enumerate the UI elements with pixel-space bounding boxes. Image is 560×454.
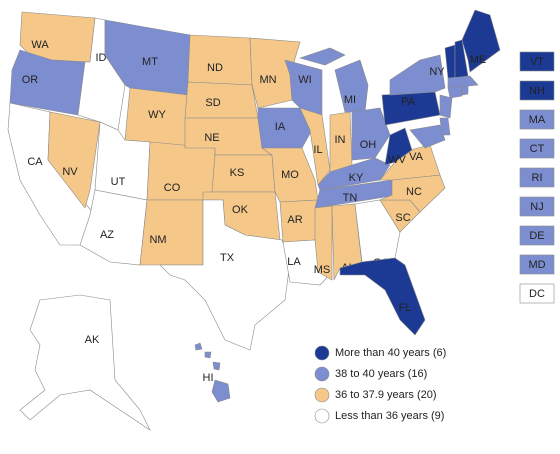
state bbox=[299, 107, 331, 186]
state bbox=[384, 127, 413, 166]
legend-swatch bbox=[314, 387, 330, 403]
state bbox=[379, 174, 446, 213]
state-label: NM bbox=[149, 234, 166, 246]
state bbox=[447, 85, 463, 99]
state-label: MS bbox=[314, 264, 331, 276]
state-box bbox=[519, 167, 555, 188]
state-box bbox=[519, 254, 555, 275]
state bbox=[461, 85, 469, 96]
state-box bbox=[519, 51, 555, 72]
state-label: WI bbox=[298, 74, 311, 86]
state bbox=[409, 124, 446, 149]
state-label: NJ bbox=[530, 201, 543, 213]
state-label: NV bbox=[62, 166, 78, 178]
legend-swatch bbox=[314, 366, 330, 382]
state bbox=[354, 199, 401, 263]
state-label: NY bbox=[429, 66, 445, 78]
legend-label: More than 40 years (6) bbox=[335, 347, 446, 359]
state bbox=[184, 81, 259, 119]
state-label: OH bbox=[360, 139, 377, 151]
state-label: CO bbox=[164, 182, 181, 194]
state-label: NE bbox=[204, 132, 219, 144]
state-label: WY bbox=[148, 109, 166, 121]
state bbox=[339, 257, 426, 336]
legend-label: 36 to 37.9 years (20) bbox=[335, 389, 437, 401]
state-label: NH bbox=[529, 85, 545, 97]
state-label: OR bbox=[22, 74, 39, 86]
state bbox=[389, 54, 446, 96]
state-label: MN bbox=[259, 74, 276, 86]
state bbox=[47, 111, 101, 209]
state-label: IA bbox=[275, 121, 286, 133]
state bbox=[461, 9, 501, 73]
state-label: ID bbox=[96, 52, 107, 64]
state-box bbox=[519, 196, 555, 217]
state-label: CA bbox=[27, 156, 43, 168]
state bbox=[146, 141, 216, 201]
state-label: MT bbox=[142, 56, 158, 68]
state-label: KY bbox=[349, 172, 364, 184]
state-label: TN bbox=[343, 192, 358, 204]
state-label: MA bbox=[529, 114, 546, 126]
state-box bbox=[519, 283, 555, 304]
legend-label: Less than 36 years (9) bbox=[335, 410, 444, 422]
state-label: CT bbox=[530, 143, 545, 155]
state bbox=[159, 199, 291, 351]
state-label: ND bbox=[207, 62, 223, 74]
state bbox=[194, 342, 231, 403]
legend-swatch bbox=[314, 345, 330, 361]
state-label: FL bbox=[399, 302, 412, 314]
state-label: KS bbox=[230, 167, 245, 179]
state-label: ME bbox=[470, 54, 487, 66]
state-label: UT bbox=[111, 176, 126, 188]
state bbox=[444, 44, 456, 79]
state-box bbox=[519, 225, 555, 246]
state-label: SC bbox=[395, 212, 410, 224]
state bbox=[351, 107, 391, 161]
state bbox=[439, 94, 453, 119]
state-box bbox=[519, 80, 555, 101]
state-label: PA bbox=[401, 96, 416, 108]
state-label: MD bbox=[528, 259, 545, 271]
state bbox=[447, 75, 479, 89]
state-label: AZ bbox=[100, 229, 114, 241]
state-label: WA bbox=[31, 39, 49, 51]
state-label: MO bbox=[281, 169, 299, 181]
state-label: LA bbox=[287, 256, 301, 268]
state-label: DE bbox=[529, 230, 544, 242]
state bbox=[139, 199, 204, 266]
state-box bbox=[519, 138, 555, 159]
state bbox=[314, 205, 333, 281]
legend-label: 38 to 40 years (16) bbox=[335, 368, 427, 380]
state-label: RI bbox=[532, 172, 543, 184]
state-label: HI bbox=[203, 372, 214, 384]
state-label: TX bbox=[220, 252, 235, 264]
state bbox=[187, 34, 253, 86]
state-label: VA bbox=[409, 151, 424, 163]
state-label: WV bbox=[388, 154, 406, 166]
state-label: OK bbox=[232, 204, 249, 216]
state-label: AK bbox=[85, 334, 100, 346]
state-label: AR bbox=[287, 214, 302, 226]
state-label: MI bbox=[344, 94, 356, 106]
state-label: SD bbox=[205, 97, 220, 109]
state-label: NC bbox=[406, 186, 422, 198]
state-box bbox=[519, 109, 555, 130]
state-label: VT bbox=[530, 56, 544, 68]
state bbox=[79, 189, 148, 266]
state bbox=[298, 47, 369, 113]
legend-swatch bbox=[314, 408, 330, 424]
state-label: DC bbox=[529, 288, 545, 300]
state-label: IL bbox=[313, 144, 322, 156]
state bbox=[19, 294, 151, 431]
state-label: IN bbox=[335, 134, 346, 146]
